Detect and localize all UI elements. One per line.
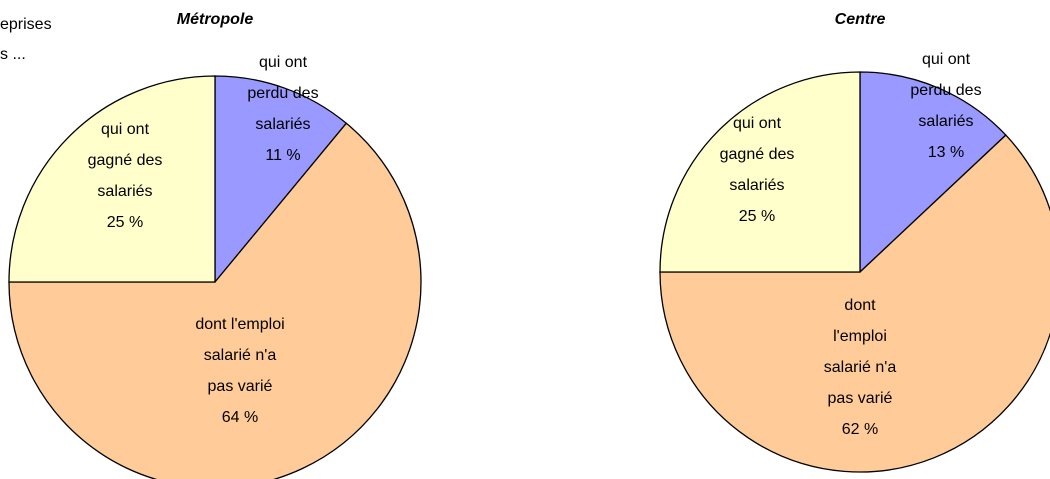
slice-label: salariés <box>97 183 152 200</box>
slice-label: salariés <box>918 113 973 130</box>
value-label: 62 % <box>842 421 878 438</box>
slice-label: dont <box>844 297 876 314</box>
pie-slice <box>8 75 216 283</box>
slice-label: salarié n'a <box>824 359 897 376</box>
pie-slice <box>859 71 1007 274</box>
slice-label: gagné des <box>720 146 795 163</box>
slice-label: salariés <box>729 177 784 194</box>
value-label: 64 % <box>222 409 258 426</box>
slice-label: pas varié <box>208 378 273 395</box>
chart-title: Métropole <box>177 11 254 28</box>
pie-slice <box>8 122 422 479</box>
value-label: 11 % <box>265 147 300 164</box>
slice-label: salariés <box>255 116 310 133</box>
pie-slice <box>214 75 348 284</box>
slice-label: perdu des <box>247 85 318 102</box>
value-label: 25 % <box>107 214 143 231</box>
value-label: 13 % <box>928 144 964 161</box>
slice-label: qui ont <box>101 121 150 138</box>
header-line: s ... <box>0 46 26 63</box>
slice-label: l'emploi <box>833 328 887 345</box>
slice-label: qui ont <box>922 51 971 68</box>
slice-label: qui ont <box>259 54 308 71</box>
slice-label: dont l'emploi <box>195 316 284 333</box>
pie-slice <box>659 71 861 273</box>
slice-label: pas varié <box>828 390 893 407</box>
slice-label: perdu des <box>910 82 981 99</box>
slice-label: salarié n'a <box>204 347 277 364</box>
header-line: eprises <box>0 16 52 33</box>
chart-title: Centre <box>835 11 886 28</box>
slice-label: gagné des <box>88 152 163 169</box>
slice-label: qui ont <box>733 115 782 132</box>
value-label: 25 % <box>739 208 775 225</box>
pie-slice <box>659 134 1050 473</box>
